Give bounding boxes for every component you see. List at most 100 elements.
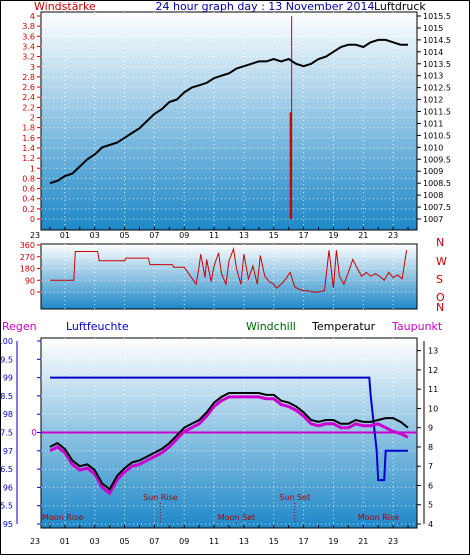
wind-speed-tick-label: 3	[30, 63, 35, 72]
hour-tick-label: 11	[209, 537, 219, 546]
humidity-tick-label: 95	[3, 520, 13, 529]
wind-speed-tick-label: 3.8	[22, 22, 35, 31]
pressure-grid	[41, 12, 417, 230]
hour-tick-label: 03	[90, 537, 100, 546]
right-axis-title: Luftdruck	[374, 0, 426, 13]
pressure-tick-label: 1014	[423, 48, 443, 57]
wind-speed-tick-label: 0	[30, 215, 35, 224]
compass-label: O	[436, 291, 445, 304]
pressure-tick-label: 1012.5	[423, 84, 451, 93]
humidity-tick-label: 96.5	[0, 465, 13, 474]
wind-speed-tick-label: 1.4	[22, 144, 35, 153]
humidity-axis: 100 99.5 99 98.5 98 97.5 97 96.5 96 95.5 95	[0, 337, 41, 529]
hour-tick-label: 05	[119, 537, 129, 546]
humidity-tick-label: 97.5	[0, 429, 13, 438]
hour-tick-label: 13	[239, 231, 249, 240]
hour-tick-label: 15	[269, 537, 279, 546]
hour-tick-label: 05	[119, 231, 129, 240]
humidity-legend: Luftfeuchte	[66, 320, 129, 333]
rain-zero-label: 0	[31, 429, 37, 439]
astro-label: Moon Rise	[358, 513, 399, 522]
pressure-tick-label: 1011.5	[423, 108, 451, 117]
humidity-tick-label: 96	[3, 483, 13, 492]
temperature-legend: Temperatur	[311, 320, 376, 333]
compass-label: N	[436, 301, 444, 314]
hour-tick-label: 01	[60, 231, 70, 240]
temperature-tick-label: 7	[428, 462, 433, 471]
hour-tick-label: 21	[358, 231, 368, 240]
pressure-tick-label: 1011	[423, 119, 443, 128]
pressure-tick-label: 1007	[423, 215, 443, 224]
wind-speed-tick-label: 0.8	[22, 174, 35, 183]
humidity-series	[50, 376, 408, 482]
pressure-tick-label: 1014.5	[423, 36, 451, 45]
dewpoint-series	[49, 395, 409, 496]
wind-speed-tick-label: 1	[30, 164, 35, 173]
hour-tick-label: 19	[328, 231, 338, 240]
hour-tick-label: 17	[299, 537, 309, 546]
temperature-tick-label: 4	[428, 520, 433, 529]
temperature-tick-label: 12	[428, 366, 438, 375]
temperature-tick-label: 10	[428, 404, 438, 413]
pressure-tick-label: 1013	[423, 72, 443, 81]
wind-speed-tick-label: 1.6	[22, 134, 35, 143]
hour-tick-label: 03	[90, 231, 100, 240]
humidity-tick-label: 98	[3, 410, 13, 419]
hour-tick-label: 23	[30, 231, 40, 240]
pressure-tick-label: 1009	[423, 167, 443, 176]
temperature-tick-label: 13	[428, 347, 438, 356]
pressure-tick-label: 1010	[423, 143, 443, 152]
wind-direction-plot-bg	[40, 243, 418, 310]
temperature-tick-label: 8	[428, 443, 433, 452]
wind-speed-tick-label: 1.2	[22, 154, 35, 163]
hour-tick-label: 01	[60, 537, 70, 546]
wind-speed-tick-label: 4	[30, 12, 35, 21]
hour-tick-label: 23	[388, 231, 398, 240]
temperature-tick-label: 11	[428, 385, 438, 394]
wind-speed-tick-label: 2.2	[22, 103, 35, 112]
hour-tick-label: 15	[269, 231, 279, 240]
hour-tick-label: 23	[388, 537, 398, 546]
page-title: 24 hour graph day : 13 November 2014	[155, 0, 374, 13]
hour-tick-label: 13	[239, 537, 249, 546]
temperature-axis: 13 12 11 10 9 8 7 6 5 4	[417, 341, 438, 529]
wind-speed-tick-label: 2.8	[22, 73, 35, 82]
astro-label: Sun Set	[279, 493, 310, 502]
compass-label: S	[436, 273, 443, 286]
wind-degree-tick-label: 360	[20, 241, 35, 250]
hour-tick-label: 19	[328, 537, 338, 546]
pressure-series	[49, 38, 408, 185]
humidity-tick-label: 100	[0, 337, 13, 346]
temperature-series	[49, 392, 409, 491]
dewpoint-legend: Taupunkt	[391, 320, 443, 333]
hour-tick-label: 11	[209, 231, 219, 240]
wind-degree-axis: 360 270 180 90 0	[20, 241, 41, 297]
hour-tick-label: 07	[149, 537, 159, 546]
wind-speed-tick-label: 3.4	[22, 42, 35, 51]
wind-speed-axis: 43.83.63.4 3.232.82.62.42.2 21.81.61.41.21…	[22, 12, 41, 224]
wind-speed-tick-label: 1.8	[22, 124, 35, 133]
temperature-tick-label: 9	[428, 424, 433, 433]
astro-events: Moon Rise Sun Rise Moon Set Sun Set Moon Ris…	[42, 493, 400, 524]
wind-degree-tick-label: 0	[30, 288, 35, 297]
windchill-legend: Windchill	[246, 320, 296, 333]
pressure-tick-label: 1010.5	[423, 131, 451, 140]
pressure-tick-label: 1008.5	[423, 179, 451, 188]
pressure-tick-label: 1013.5	[423, 60, 451, 69]
astro-label: Moon Rise	[42, 513, 83, 522]
hour-tick-label: 23	[30, 537, 40, 546]
pressure-tick-label: 1012	[423, 96, 443, 105]
wind-speed-series	[289, 16, 293, 219]
wind-speed-tick-label: 2.6	[22, 83, 35, 92]
left-axis-title: Windstärke	[34, 0, 96, 13]
pressure-tick-label: 1015.5	[423, 12, 451, 21]
wind-speed-tick-label: 0.4	[22, 195, 35, 204]
wind-degree-tick-label: 180	[20, 265, 35, 274]
wind-speed-tick-label: 0.6	[22, 185, 35, 194]
pressure-tick-label: 1009.5	[423, 155, 451, 164]
humidity-temperature-panel: 10099.59998.59897.59796.59695.595 131211…	[0, 337, 438, 546]
rain-legend: Regen	[2, 320, 37, 333]
